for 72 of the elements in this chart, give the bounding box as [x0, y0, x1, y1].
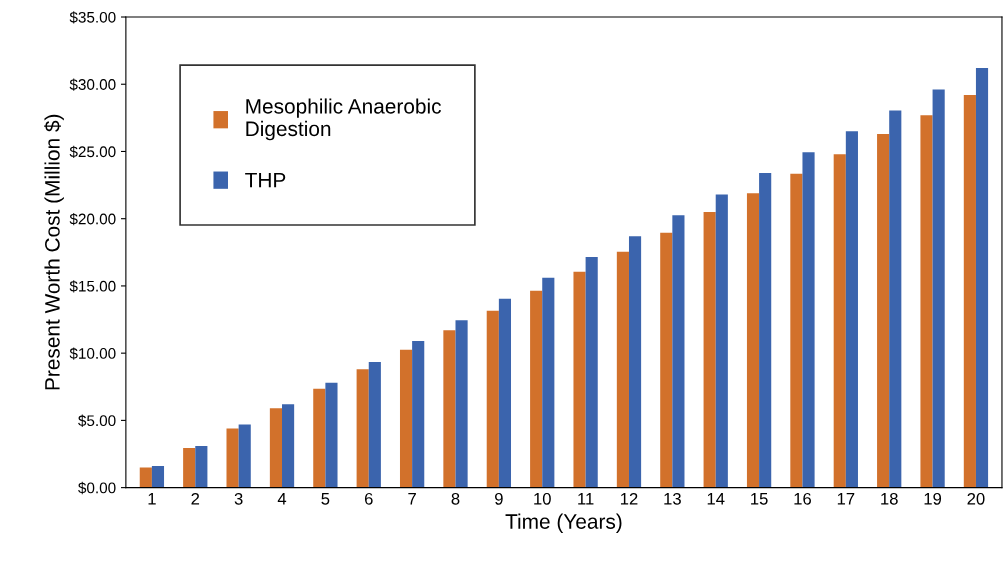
x-tick-label: 4	[277, 493, 287, 505]
bar	[845, 131, 858, 488]
x-tick-label: 17	[837, 493, 855, 505]
bar	[486, 310, 499, 488]
x-tick-label: 1	[148, 493, 156, 505]
bar	[399, 349, 413, 488]
bar	[325, 382, 338, 488]
y-tick-label: $25.00	[69, 145, 116, 159]
y-tick-label: $5.00	[78, 414, 116, 427]
x-tick-label: 8	[451, 492, 460, 505]
bar	[802, 152, 815, 488]
x-tick-label: 3	[234, 492, 243, 505]
bar	[932, 89, 945, 488]
y-tick-label: $10.00	[69, 347, 116, 360]
x-tick-label: 16	[794, 492, 811, 505]
bar	[139, 467, 152, 488]
x-tick-label: 2	[191, 492, 200, 505]
bar	[443, 330, 456, 488]
bar	[455, 320, 468, 488]
bar	[269, 408, 283, 488]
bar	[368, 361, 381, 488]
bar	[660, 232, 673, 488]
y-axis-title: Present Worth Cost (Million $)	[44, 114, 64, 390]
bar	[585, 257, 598, 488]
bar	[628, 236, 642, 488]
bar	[833, 154, 846, 488]
x-tick-label: 6	[364, 492, 373, 505]
bar	[715, 194, 728, 488]
y-tick-label: $15.00	[69, 280, 116, 293]
bar	[889, 110, 902, 488]
bar	[790, 173, 803, 488]
bar	[542, 277, 555, 488]
y-tick-label: $30.00	[69, 78, 116, 91]
y-tick-label: $20.00	[69, 212, 116, 226]
bar	[498, 298, 512, 488]
bar	[238, 424, 251, 488]
bar	[616, 251, 629, 488]
x-tick-label: 11	[578, 493, 594, 505]
x-tick-label: 14	[707, 493, 725, 505]
x-tick-label: 10	[534, 492, 551, 505]
x-tick-label: 5	[321, 493, 330, 505]
x-tick-label: 18	[881, 492, 898, 505]
bar	[920, 115, 933, 488]
bar	[703, 211, 716, 488]
bar	[963, 95, 976, 488]
bar	[151, 466, 165, 488]
x-tick-label: 15	[751, 493, 768, 505]
legend-label: Mesophilic Anaerobic Digestion	[246, 98, 441, 141]
x-tick-label: 12	[620, 492, 638, 505]
bar	[530, 290, 543, 488]
bar	[975, 68, 989, 488]
y-tick-label: $0.00	[78, 481, 116, 495]
bar	[746, 193, 760, 488]
x-tick-label: 20	[967, 492, 985, 505]
bar	[573, 271, 586, 488]
bar	[226, 428, 239, 488]
legend-label: THP	[245, 173, 286, 188]
x-tick-label: 7	[408, 493, 416, 505]
bar	[877, 133, 890, 488]
x-tick-label: 9	[495, 492, 503, 505]
x-tick-label: 13	[664, 492, 681, 505]
bar	[672, 215, 685, 488]
bar	[313, 388, 326, 488]
x-axis-title: Time (Years)	[505, 513, 622, 533]
bar	[183, 447, 196, 488]
y-tick-label: $35.00	[69, 11, 116, 24]
bar	[759, 172, 772, 488]
bar	[412, 341, 425, 488]
x-tick-label: 19	[924, 492, 942, 505]
bar	[195, 445, 208, 488]
bar	[282, 404, 295, 488]
bar	[356, 369, 369, 488]
